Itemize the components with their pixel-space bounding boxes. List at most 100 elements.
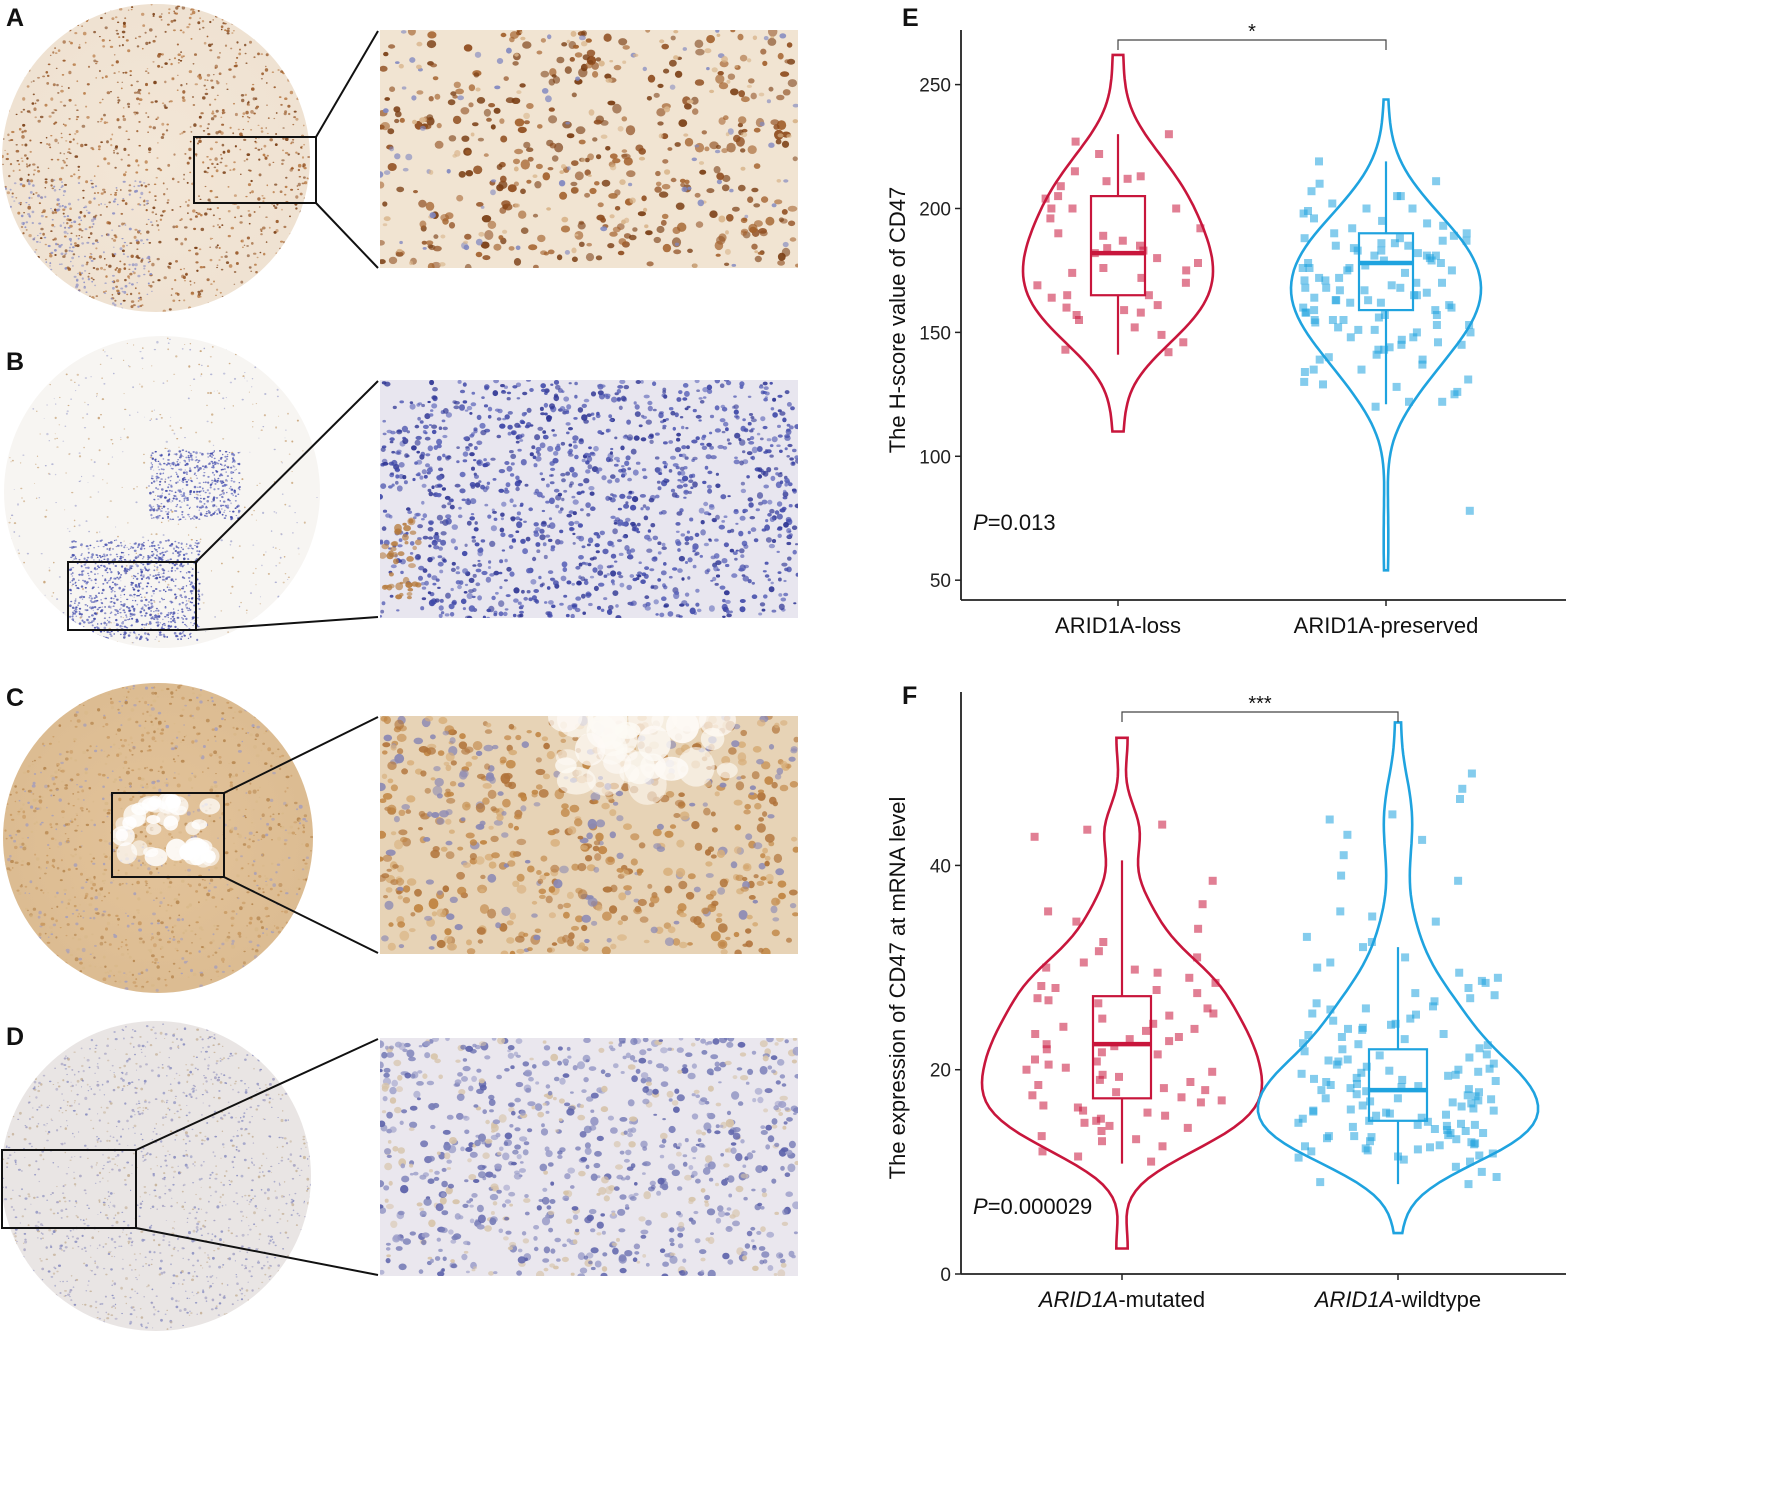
stain-nucleus-dot (29, 150, 32, 153)
stain-nucleus-dot (167, 624, 170, 628)
stain-nucleus-dot (220, 539, 223, 542)
stain-nucleus-dot (13, 522, 17, 525)
stain-nucleus-dot (470, 132, 475, 137)
stain-nucleus-dot (166, 188, 169, 190)
stain-nucleus-dot (147, 539, 149, 542)
stain-nucleus-dot (80, 219, 82, 222)
stain-nucleus-dot (187, 576, 191, 579)
stain-nucleus-dot (39, 241, 41, 243)
stain-nucleus-dot (246, 380, 248, 382)
stain-nucleus-dot (151, 211, 155, 214)
stain-nucleus-dot (272, 10, 275, 13)
stain-nucleus-dot (191, 457, 193, 459)
stain-nucleus-dot (707, 488, 713, 494)
stain-nucleus-dot (638, 148, 646, 155)
stain-nucleus-dot (215, 14, 218, 18)
stain-nucleus-dot (70, 573, 73, 575)
stain-nucleus-dot (779, 33, 787, 39)
stain-nucleus-dot (98, 559, 101, 561)
stain-nucleus-dot (41, 381, 44, 383)
stain-nucleus-dot (388, 485, 393, 489)
stain-nucleus-dot (514, 53, 519, 57)
stain-nucleus-dot (142, 558, 144, 560)
stain-nucleus-dot (610, 474, 616, 479)
stain-nucleus-dot (748, 223, 758, 233)
stain-nucleus-dot (14, 246, 16, 248)
stain-nucleus-dot (85, 17, 89, 21)
stain-nucleus-dot (380, 181, 385, 189)
stain-nucleus-dot (117, 269, 121, 274)
stain-nucleus-dot (131, 575, 133, 578)
stain-nucleus-dot (97, 121, 100, 123)
stain-nucleus-dot (658, 191, 669, 198)
stain-nucleus-dot (301, 22, 304, 24)
stain-nucleus-dot (181, 6, 186, 10)
stain-nucleus-dot (128, 193, 131, 196)
zoom-image-b-texture (380, 380, 798, 618)
stain-nucleus-dot (300, 146, 302, 149)
stain-nucleus-dot (494, 85, 501, 90)
stain-nucleus-dot (238, 489, 241, 491)
stain-nucleus-dot (122, 180, 126, 183)
stain-nucleus-dot (220, 157, 223, 160)
stain-nucleus-dot (688, 490, 692, 495)
stain-nucleus-dot (54, 438, 56, 440)
stain-nucleus-dot (685, 426, 689, 430)
stain-nucleus-dot (154, 199, 157, 202)
stain-nucleus-dot (42, 35, 45, 37)
stain-nucleus-dot (89, 496, 92, 498)
stain-nucleus-dot (618, 38, 628, 46)
stain-nucleus-dot (3, 291, 7, 294)
stain-nucleus-dot (143, 604, 146, 606)
stain-nucleus-dot (150, 599, 153, 602)
stain-nucleus-dot (769, 508, 775, 514)
stain-nucleus-dot (124, 619, 126, 622)
stain-nucleus-dot (125, 569, 127, 571)
stain-nucleus-dot (185, 545, 187, 547)
stain-nucleus-dot (132, 589, 136, 591)
stain-nucleus-dot (52, 5, 56, 9)
stain-nucleus-dot (70, 556, 73, 559)
stain-nucleus-dot (179, 268, 182, 271)
stain-nucleus-dot (628, 182, 633, 187)
stain-nucleus-dot (103, 621, 106, 625)
stain-nucleus-dot (11, 196, 14, 198)
stain-nucleus-dot (130, 254, 134, 258)
stain-nucleus-dot (387, 128, 395, 135)
stain-nucleus-dot (506, 47, 512, 54)
stain-nucleus-dot (281, 208, 283, 211)
stain-nucleus-dot (287, 576, 290, 578)
stain-nucleus-dot (216, 244, 219, 247)
stain-nucleus-dot (13, 531, 16, 533)
stain-nucleus-dot (473, 165, 483, 175)
stain-nucleus-dot (304, 38, 307, 41)
stain-nucleus-dot (536, 50, 543, 55)
stain-nucleus-dot (167, 163, 171, 167)
stain-nucleus-dot (211, 456, 213, 458)
stain-nucleus-dot (250, 110, 254, 114)
stain-nucleus-dot (147, 558, 150, 561)
stain-nucleus-dot (191, 616, 195, 619)
stain-nucleus-dot (131, 587, 134, 589)
stain-nucleus-dot (35, 305, 38, 308)
stain-nucleus-dot (622, 535, 627, 539)
stain-nucleus-dot (572, 44, 580, 49)
stain-nucleus-dot (484, 461, 491, 467)
stain-nucleus-dot (195, 451, 198, 455)
stain-nucleus-dot (67, 528, 69, 530)
stain-nucleus-dot (193, 123, 197, 127)
stain-nucleus-dot (7, 282, 10, 284)
stain-nucleus-dot (288, 19, 292, 22)
stain-nucleus-dot (164, 624, 166, 627)
stain-nucleus-dot (161, 551, 164, 554)
stain-nucleus-dot (76, 292, 79, 296)
stain-nucleus-dot (103, 190, 106, 194)
stain-nucleus-dot (159, 564, 162, 567)
stain-nucleus-dot (112, 239, 117, 242)
stain-nucleus-dot (716, 172, 725, 181)
stain-nucleus-dot (155, 478, 158, 480)
stain-nucleus-dot (667, 147, 673, 151)
stain-nucleus-dot (35, 272, 39, 275)
stain-nucleus-dot (189, 601, 192, 603)
stain-nucleus-dot (72, 246, 75, 249)
